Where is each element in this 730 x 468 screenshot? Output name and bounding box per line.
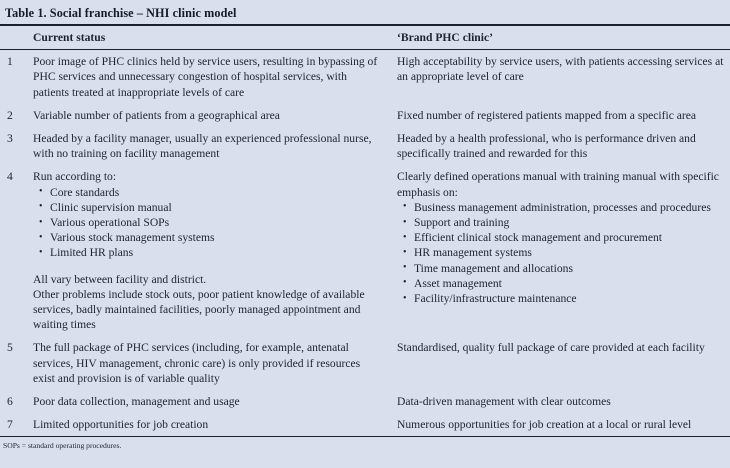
row-brand-clinic: Fixed number of registered patients mapp… [397,108,697,122]
rule-bottom [0,436,730,438]
table-row: 1 Poor image of PHC clinics held by serv… [0,50,730,104]
row-brand-clinic: Standardised, quality full package of ca… [397,341,705,355]
table-row: 7 Limited opportunities for job creation… [0,413,730,436]
list-item: Asset management [403,275,724,291]
current-status-bullet-list: Core standards Clinic supervision manual… [33,184,383,261]
list-item: Time management and allocations [403,260,724,276]
list-item: Clinic supervision manual [39,199,383,215]
other-problems-text: Other problems include stock outs, poor … [33,287,365,332]
row-number: 6 [7,395,13,409]
table-row: 6 Poor data collection, management and u… [0,390,730,413]
row-brand-clinic: Data-driven management with clear outcom… [397,395,611,409]
table-row: 5 The full package of PHC services (incl… [0,336,730,390]
list-item: Various operational SOPs [39,215,383,230]
operations-manual-intro: Clearly defined operations manual with t… [397,170,719,199]
table-caption: Table 1. Social franchise – NHI clinic m… [5,6,237,20]
row-brand-clinic: High acceptability by service users, wit… [397,55,724,84]
list-item: Business management administration, proc… [403,199,724,215]
table-footnote: SOPs = standard operating procedures. [3,441,122,451]
paragraph-spacer [33,261,383,272]
table-row: 2 Variable number of patients from a geo… [0,104,730,127]
header-number-cell [0,26,33,49]
brand-clinic-bullet-list: Business management administration, proc… [397,199,724,306]
header-brand-phc-clinic: ‘Brand PHC clinic’ [397,31,493,44]
row-current-status: The full package of PHC services (includ… [33,341,361,385]
row-number: 4 [7,170,13,184]
rule-top [0,24,730,26]
list-item: Various stock management systems [39,230,383,245]
row-number: 1 [7,55,13,69]
table-row: 3 Headed by a facility manager, usually … [0,127,730,165]
row-brand-clinic: Numerous opportunities for job creation … [397,418,692,432]
list-item: Efficient clinical stock management and … [403,230,724,245]
list-item: Limited HR plans [39,245,383,260]
row-current-status: Variable number of patients from a geogr… [33,108,280,122]
row-current-status: Headed by a facility manager, usually an… [33,132,372,161]
list-item: Facility/infrastructure maintenance [403,291,724,306]
all-vary-text: All vary between facility and district. [33,272,207,286]
rule-under-header [0,49,730,51]
row-brand-clinic: Headed by a health professional, who is … [397,132,696,161]
list-item: Core standards [39,184,383,200]
row-brand-clinic: Clearly defined operations manual with t… [397,165,730,336]
row-number: 5 [7,341,13,355]
run-according-intro: Run according to: [33,170,117,184]
row-current-status: Run according to: Core standards Clinic … [33,165,397,336]
row-number: 3 [7,132,13,146]
row-current-status: Poor data collection, management and usa… [33,395,240,409]
header-current-status: Current status [33,31,106,44]
row-current-status: Poor image of PHC clinics held by servic… [33,55,378,99]
rule-under-header-row [0,49,730,51]
row-number: 2 [7,108,13,122]
list-item: HR management systems [403,245,724,260]
list-item: Support and training [403,215,724,230]
row-number: 7 [7,418,13,432]
table-header-row: Current status ‘Brand PHC clinic’ [0,26,730,49]
social-franchise-table: Current status ‘Brand PHC clinic’ 1 Poor… [0,26,730,436]
table-row: 4 Run according to: Core standards Clini… [0,165,730,336]
row-current-status: Limited opportunities for job creation [33,418,209,432]
